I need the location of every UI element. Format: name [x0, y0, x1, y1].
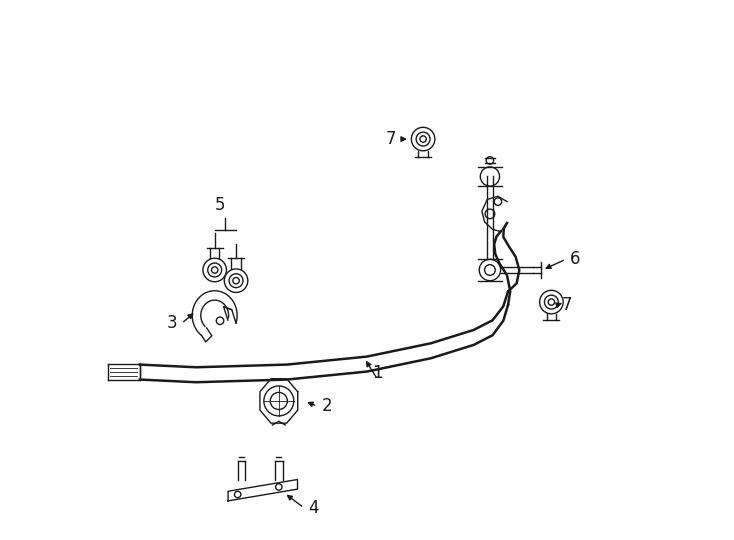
Text: 1: 1	[372, 364, 383, 382]
Text: 6: 6	[570, 251, 581, 268]
Text: 3: 3	[167, 314, 178, 333]
Text: 7: 7	[562, 296, 573, 314]
Text: 5: 5	[215, 196, 225, 214]
Text: 7: 7	[386, 130, 396, 148]
Text: 2: 2	[321, 397, 333, 415]
Text: 4: 4	[308, 499, 319, 517]
